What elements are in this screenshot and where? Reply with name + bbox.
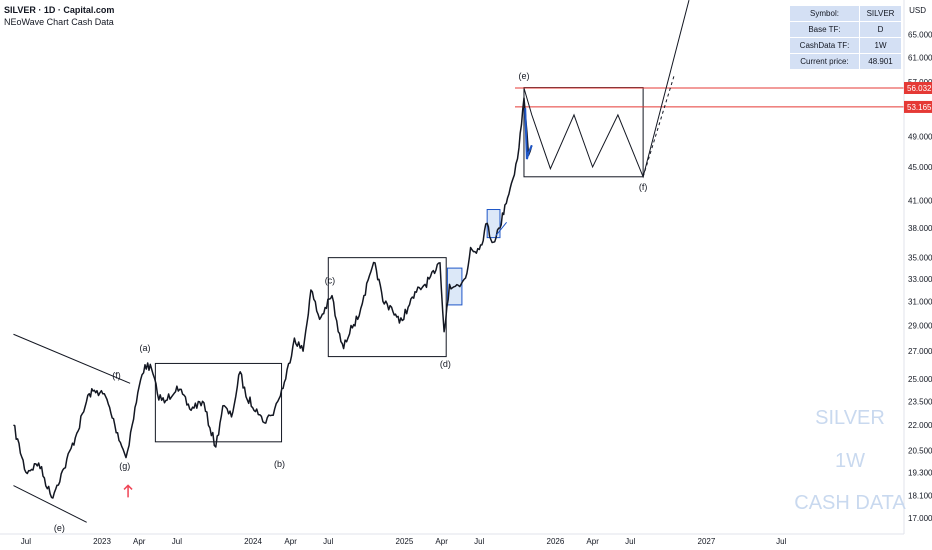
- range-box[interactable]: [154, 362, 283, 443]
- time-tick-label: Jul: [323, 537, 333, 546]
- price-badges: 56.032 53.165: [904, 82, 932, 113]
- info-row: Symbol: SILVER: [790, 6, 901, 21]
- recent-price-segment[interactable]: [524, 108, 533, 160]
- time-tick-label: Jul: [172, 537, 182, 546]
- info-panel: Symbol: SILVER Base TF: D CashData TF: 1W C…: [789, 5, 902, 70]
- info-value: SILVER: [860, 6, 901, 21]
- price-badge-label: 56.032: [907, 84, 932, 93]
- trendlines: [13, 333, 131, 523]
- price-tick-label: 27.000: [908, 347, 932, 356]
- time-tick-label: Apr: [284, 537, 297, 546]
- wave-label: (c): [325, 275, 336, 285]
- price-badge: [904, 100, 932, 113]
- time-tick-label: Apr: [133, 537, 146, 546]
- wave-label: (d): [440, 359, 451, 369]
- price-tick-label: 49.000: [908, 132, 932, 141]
- price-tick-label: 18.100: [908, 491, 932, 500]
- info-label: Base TF:: [790, 22, 859, 37]
- arrow-markers: [123, 484, 133, 498]
- projection-line[interactable]: [523, 0, 690, 179]
- info-value: D: [860, 22, 901, 37]
- info-value: 48.901: [860, 54, 901, 69]
- price-tick-label: 23.500: [908, 397, 932, 406]
- info-value: 1W: [860, 38, 901, 53]
- projection-path: [523, 0, 690, 179]
- price-series: [13, 97, 533, 499]
- time-tick-label: 2027: [698, 537, 716, 546]
- trendline[interactable]: [13, 485, 87, 523]
- price-tick-label: 29.000: [908, 321, 932, 330]
- watermark-caption: CASH DATA: [794, 492, 906, 514]
- time-tick-label: Jul: [21, 537, 31, 546]
- time-tick-label: 2023: [93, 537, 111, 546]
- time-tick-label: Jul: [625, 537, 635, 546]
- price-tick-label: 65.000: [908, 30, 932, 39]
- up-arrow-icon: [123, 484, 133, 498]
- price-line[interactable]: [13, 97, 533, 499]
- info-label: CashData TF:: [790, 38, 859, 53]
- price-tick-label: 31.000: [908, 297, 932, 306]
- price-tick-label: 41.000: [908, 197, 932, 206]
- projection-dashed-line[interactable]: [642, 75, 675, 177]
- price-tick-label: 35.000: [908, 254, 932, 263]
- chart-title: SILVER · 1D · Capital.com: [4, 5, 115, 15]
- price-tick-label: 25.000: [908, 375, 932, 384]
- wave-label: (b): [274, 459, 285, 469]
- price-tick-label: 33.000: [908, 275, 932, 284]
- price-badge-label: 53.165: [907, 103, 932, 112]
- time-tick-label: Apr: [586, 537, 599, 546]
- highlight-trendline[interactable]: [495, 222, 507, 236]
- time-tick-label: Jul: [776, 537, 786, 546]
- time-tick-label: Apr: [435, 537, 448, 546]
- range-boxes: [154, 87, 644, 443]
- price-tick-label: 19.300: [908, 468, 932, 477]
- info-row: Current price: 48.901: [790, 54, 901, 69]
- price-tick-label: 38.000: [908, 224, 932, 233]
- resistance-lines: [515, 87, 904, 108]
- time-tick-label: 2024: [244, 537, 262, 546]
- wave-labels: (e)(f)(g)(a)(b)(c)(d)(e)(f)(h): [54, 71, 648, 533]
- time-tick-label: 2026: [547, 537, 565, 546]
- price-badge: [904, 82, 932, 94]
- wave-label: (f): [112, 370, 121, 380]
- time-axis[interactable]: Jul 2023 Apr Jul 2024 Apr Jul 2025 Apr Jul 2026 Apr…: [21, 537, 787, 546]
- wave-label: (a): [140, 343, 151, 353]
- trendline[interactable]: [13, 333, 131, 384]
- info-row: CashData TF: 1W: [790, 38, 901, 53]
- info-row: Base TF: D: [790, 22, 901, 37]
- currency-label[interactable]: USD: [909, 6, 926, 15]
- price-tick-label: 22.000: [908, 421, 932, 430]
- watermark-timeframe: 1W: [835, 450, 865, 472]
- wave-label: (e): [54, 523, 65, 533]
- price-tick-label: 61.000: [908, 53, 932, 62]
- time-tick-label: 2025: [396, 537, 414, 546]
- info-label: Current price:: [790, 54, 859, 69]
- wave-label: (e): [518, 71, 529, 81]
- chart-subtitle: NEoWave Chart Cash Data: [4, 17, 114, 27]
- price-tick-label: 45.000: [908, 163, 932, 172]
- wave-label: (f): [639, 182, 648, 192]
- price-tick-label: 20.500: [908, 447, 932, 456]
- info-label: Symbol:: [790, 6, 859, 21]
- time-tick-label: Jul: [474, 537, 484, 546]
- watermark-symbol: SILVER: [815, 407, 885, 429]
- price-tick-label: 17.000: [908, 514, 932, 523]
- wave-label: (g): [119, 461, 130, 471]
